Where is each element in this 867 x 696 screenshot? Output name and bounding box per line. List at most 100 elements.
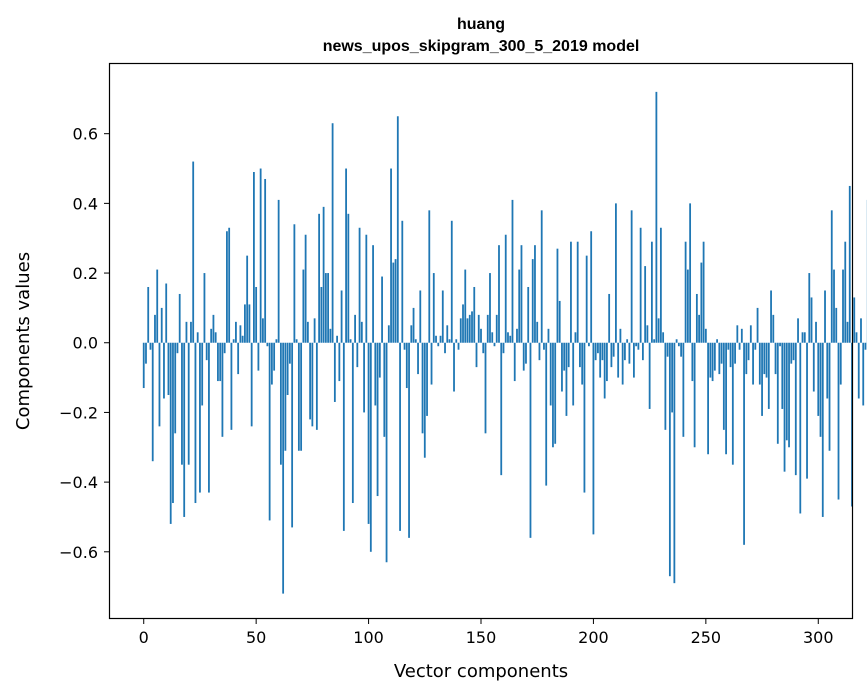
bar bbox=[615, 203, 617, 343]
bar bbox=[738, 342, 741, 350]
bar bbox=[801, 332, 804, 343]
x-tick-label: 150 bbox=[466, 628, 497, 647]
bar bbox=[529, 342, 532, 538]
bar bbox=[549, 342, 552, 406]
bar bbox=[372, 245, 374, 343]
bar bbox=[837, 342, 840, 500]
bar bbox=[367, 342, 370, 524]
bar bbox=[716, 339, 718, 343]
bar bbox=[183, 342, 186, 517]
bar bbox=[315, 342, 318, 430]
bar bbox=[794, 342, 797, 476]
bar bbox=[414, 339, 417, 343]
bar bbox=[369, 342, 372, 552]
bar bbox=[864, 342, 867, 350]
bar bbox=[650, 241, 653, 343]
bar bbox=[671, 342, 674, 413]
bar bbox=[410, 325, 413, 343]
y-tick-label: −0.4 bbox=[59, 473, 98, 492]
bar bbox=[284, 342, 287, 451]
bar bbox=[695, 293, 698, 343]
x-tick-label: 50 bbox=[246, 628, 266, 647]
bar bbox=[264, 178, 267, 343]
bar bbox=[466, 318, 469, 343]
bar bbox=[828, 342, 831, 451]
bar bbox=[482, 342, 485, 354]
bar bbox=[536, 321, 539, 343]
bar bbox=[817, 342, 820, 416]
bar bbox=[387, 325, 390, 343]
y-tick-label: −0.6 bbox=[59, 543, 98, 562]
bar bbox=[585, 255, 588, 343]
bar bbox=[720, 342, 723, 364]
bar bbox=[704, 328, 707, 343]
bar bbox=[547, 328, 550, 343]
bar bbox=[185, 321, 188, 343]
bar bbox=[439, 335, 442, 343]
bar bbox=[619, 328, 622, 343]
bar bbox=[453, 342, 455, 392]
bar bbox=[309, 342, 312, 420]
bar bbox=[201, 342, 204, 406]
bar bbox=[223, 342, 226, 354]
bar bbox=[644, 266, 647, 343]
bar bbox=[630, 210, 633, 343]
bar bbox=[477, 314, 480, 343]
bar bbox=[178, 293, 181, 343]
bar bbox=[853, 297, 856, 343]
bar bbox=[806, 342, 808, 479]
bar bbox=[167, 342, 170, 395]
bar bbox=[518, 269, 521, 343]
bar bbox=[210, 328, 213, 343]
bar bbox=[262, 318, 264, 343]
bar bbox=[205, 342, 208, 361]
bar bbox=[248, 304, 251, 343]
bar bbox=[192, 161, 195, 343]
bar bbox=[743, 342, 745, 545]
bar bbox=[700, 262, 703, 343]
bar bbox=[808, 273, 811, 343]
bar bbox=[419, 290, 422, 343]
bar bbox=[304, 234, 307, 343]
y-axis-label: Components values bbox=[13, 252, 34, 430]
bar bbox=[534, 245, 536, 343]
bar bbox=[257, 342, 260, 371]
bar bbox=[576, 241, 579, 343]
bar bbox=[779, 342, 781, 347]
bar bbox=[624, 342, 626, 361]
bar bbox=[545, 342, 548, 486]
bar bbox=[758, 342, 761, 385]
y-tick-label: 0.6 bbox=[73, 125, 98, 144]
bar bbox=[226, 231, 228, 343]
bar bbox=[349, 339, 352, 343]
bar bbox=[561, 342, 563, 392]
x-tick-label: 200 bbox=[578, 628, 609, 647]
bar bbox=[199, 342, 201, 493]
chart-title: huang news_upos_skipgram_300_5_2019 mode… bbox=[323, 16, 640, 55]
bar bbox=[657, 318, 660, 343]
bar bbox=[781, 342, 784, 409]
bar bbox=[711, 342, 714, 382]
x-tick-label: 300 bbox=[803, 628, 834, 647]
bar bbox=[457, 342, 460, 350]
chart-title-line-1: huang bbox=[457, 16, 505, 33]
bar bbox=[531, 259, 534, 343]
bar bbox=[525, 342, 527, 364]
bar bbox=[295, 339, 298, 343]
bar bbox=[659, 227, 662, 343]
bar bbox=[761, 342, 763, 416]
bar bbox=[217, 342, 219, 382]
bar bbox=[662, 332, 665, 343]
bar bbox=[351, 342, 354, 504]
x-axis-ticks: 0 50 100 150 200 250 300 bbox=[139, 618, 834, 647]
bar bbox=[493, 342, 496, 347]
bar bbox=[151, 342, 154, 462]
bar bbox=[486, 314, 489, 343]
bar bbox=[770, 290, 772, 343]
bar bbox=[752, 342, 754, 385]
bar bbox=[214, 332, 217, 343]
bar bbox=[749, 325, 752, 343]
bar bbox=[142, 342, 145, 389]
bar bbox=[475, 342, 478, 368]
bar bbox=[740, 328, 743, 343]
